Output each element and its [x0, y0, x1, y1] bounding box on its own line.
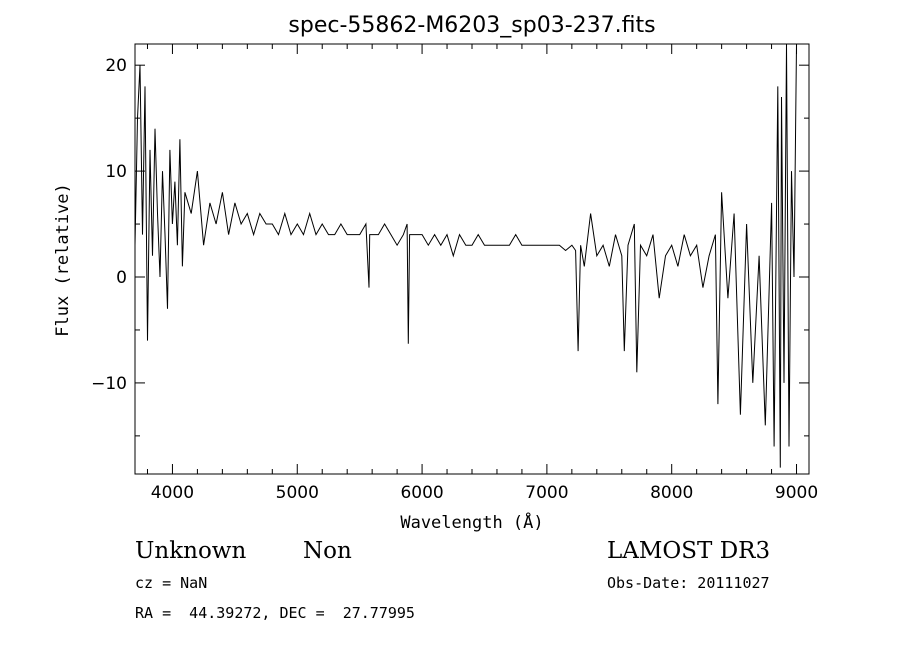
object-subclass: Non [303, 538, 352, 564]
y-tick-label: −10 [91, 374, 127, 394]
cz-value: cz = NaN [135, 574, 208, 592]
x-tick-label: 9000 [775, 483, 818, 503]
x-tick-label: 8000 [650, 483, 693, 503]
x-tick-label: 4000 [151, 483, 194, 503]
x-axis-label: Wavelength (Å) [400, 511, 543, 533]
x-tick-label: 5000 [276, 483, 319, 503]
x-tick-label: 7000 [525, 483, 568, 503]
chart-title: spec-55862-M6203_sp03-237.fits [288, 13, 655, 38]
y-tick-label: 0 [116, 268, 127, 288]
spectrum-chart: spec-55862-M6203_sp03-237.fits 4000 5000 6… [53, 13, 818, 533]
ra-dec-coords: RA = 44.39272, DEC = 27.77995 [135, 604, 415, 622]
plot-frame [134, 43, 810, 475]
x-tick-label: 6000 [400, 483, 443, 503]
survey-name: LAMOST DR3 [607, 538, 771, 564]
object-class: Unknown [135, 538, 247, 564]
y-tick-label: 10 [105, 162, 127, 182]
flux-series-line [134, 43, 797, 468]
axes-layer: 4000 5000 6000 7000 8000 9000 −10 0 10 20 [91, 44, 818, 503]
obs-date: Obs-Date: 20111027 [607, 574, 770, 592]
y-axis-label: Flux (relative) [53, 183, 73, 337]
y-tick-label: 20 [105, 56, 127, 76]
